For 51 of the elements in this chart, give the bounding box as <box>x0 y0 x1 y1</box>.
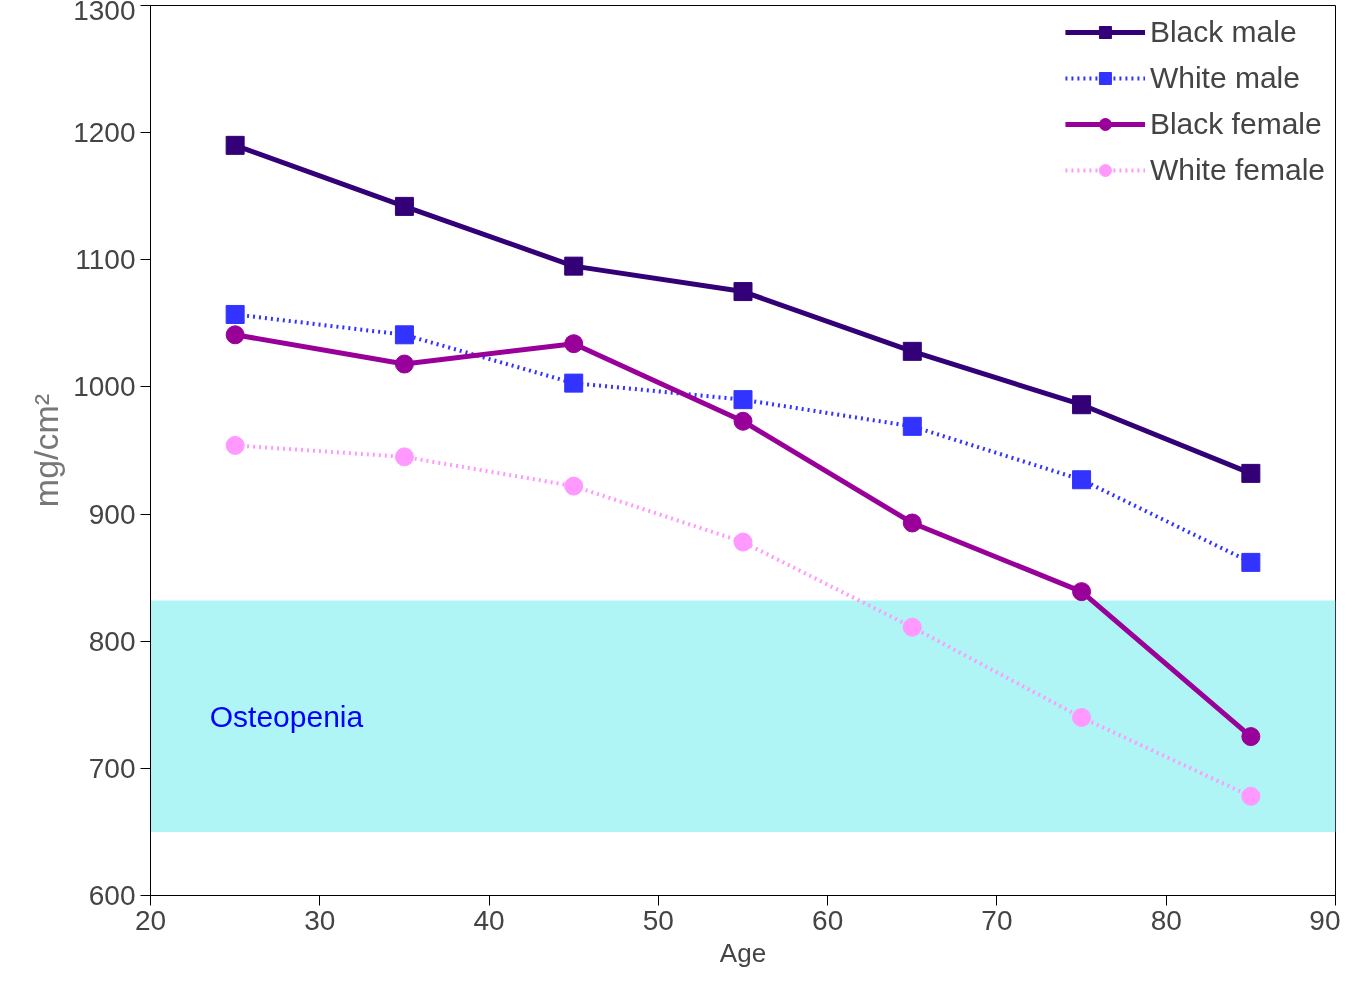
point <box>564 476 584 496</box>
point <box>564 256 584 276</box>
x-axis-title: Age <box>719 937 767 968</box>
point <box>902 617 922 637</box>
y-axis-title: mg/cm² <box>27 393 66 508</box>
legend-label: White male <box>1149 61 1300 95</box>
x-tick-label: 80 <box>1150 904 1182 936</box>
x-tick-label: 60 <box>812 904 844 936</box>
point <box>394 447 414 467</box>
y-tick-label: 700 <box>88 752 136 784</box>
x-tick-label: 70 <box>981 904 1013 936</box>
point <box>733 411 753 431</box>
point <box>394 325 414 345</box>
point <box>1072 395 1092 415</box>
point <box>1241 552 1261 572</box>
point <box>902 416 922 436</box>
point <box>733 532 753 552</box>
y-tick-label: 900 <box>88 498 136 530</box>
point <box>225 135 245 155</box>
point <box>1072 470 1092 490</box>
x-tick-label: 20 <box>134 904 167 936</box>
point <box>225 435 245 455</box>
y-tick-label: 800 <box>88 625 136 657</box>
point <box>225 304 245 324</box>
point <box>902 513 922 533</box>
point <box>564 334 584 354</box>
point <box>1072 708 1092 727</box>
point <box>225 325 245 345</box>
point <box>394 354 414 374</box>
x-tick-label: 30 <box>304 904 336 936</box>
point <box>902 341 922 361</box>
legend-label: White female <box>1149 153 1325 187</box>
legend-label: Black male <box>1149 15 1297 49</box>
point <box>1241 727 1261 747</box>
point <box>1241 463 1261 483</box>
point <box>564 373 584 393</box>
x-tick-label: 90 <box>1309 904 1341 936</box>
point <box>1072 582 1092 602</box>
y-tick-label: 1000 <box>73 371 136 403</box>
legend-label: Black female <box>1149 107 1322 141</box>
point <box>394 196 414 216</box>
y-tick-label: 1200 <box>73 117 136 149</box>
point <box>733 390 753 410</box>
band-label: Osteopenia <box>209 699 364 733</box>
point <box>733 282 753 302</box>
y-tick-label: 600 <box>88 880 136 911</box>
x-tick-label: 40 <box>473 904 505 936</box>
point <box>1241 786 1261 806</box>
y-tick-label: 1100 <box>75 244 136 276</box>
x-tick-label: 50 <box>642 904 674 936</box>
y-tick-label: 1300 <box>73 0 136 26</box>
